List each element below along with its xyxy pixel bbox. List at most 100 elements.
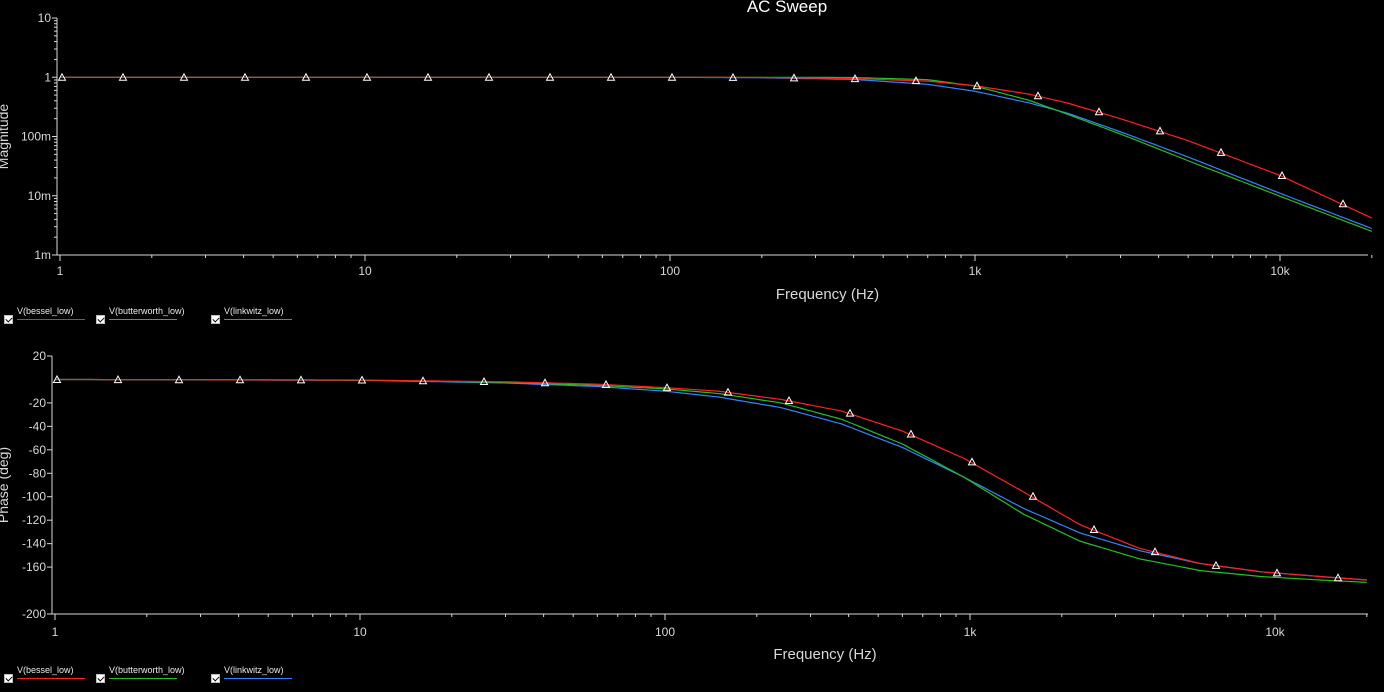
x-tick-label: 1 [52, 625, 59, 639]
series-marker [540, 378, 550, 387]
legend-label: V(bessel_low) [17, 306, 74, 316]
y-tick-label: -200 [22, 607, 46, 621]
y-tick-label: -140 [22, 537, 46, 551]
series-marker [418, 376, 428, 385]
y-tick-label: -40 [29, 419, 47, 433]
legend-swatch [109, 319, 177, 320]
series-checkbox[interactable] [96, 315, 105, 324]
series-marker [357, 375, 367, 384]
y-tick-label: -60 [29, 443, 47, 457]
series-marker [1028, 491, 1038, 500]
series-marker [1272, 568, 1282, 577]
legend-label: V(bessel_low) [17, 665, 74, 675]
series-line-Vbutterworth_low [60, 76, 1373, 232]
series-marker [1333, 573, 1343, 582]
series-marker [1033, 91, 1043, 100]
y-tick-label: -20 [29, 396, 47, 410]
series-marker [1277, 170, 1287, 179]
series-marker [667, 72, 677, 81]
series-marker [301, 72, 311, 81]
series-marker [911, 76, 921, 85]
series-marker [235, 375, 245, 384]
x-tick-label: 10k [1265, 625, 1285, 639]
series-marker [479, 376, 489, 386]
series-marker [113, 375, 123, 384]
x-axis-label: Frequency (Hz) [773, 646, 876, 663]
y-tick-label: -100 [22, 490, 46, 504]
y-tick-label: 1m [34, 248, 51, 262]
series-marker [845, 408, 855, 417]
y-tick-label: 100m [21, 130, 51, 144]
y-axis-label: Magnitude [0, 104, 11, 170]
legend-swatch [224, 678, 292, 679]
x-tick-label: 1k [969, 264, 983, 278]
series-marker [972, 81, 982, 90]
series-checkbox[interactable] [211, 674, 220, 683]
series-marker [57, 72, 67, 81]
magnitude-chart: 1 10 100 1k 10k 10 1 100m 10m 1m Frequency (Hz) Mag… [0, 11, 1373, 303]
legend-swatch [17, 319, 85, 320]
y-tick-label: -160 [22, 560, 46, 574]
series-marker [1216, 147, 1226, 156]
legend-label: V(butterworth_low) [109, 665, 185, 675]
x-tick-label: 10 [353, 625, 367, 639]
y-axis-label: Phase (deg) [0, 447, 11, 523]
series-marker [723, 387, 733, 396]
x-tick-label: 100 [660, 264, 680, 278]
series-marker [967, 457, 977, 466]
series-line-Vlinkwitz_low [55, 378, 1367, 581]
series-checkbox[interactable] [4, 674, 13, 683]
series-marker [1094, 107, 1104, 116]
series-marker [545, 72, 555, 81]
y-tick-label: -80 [29, 466, 47, 480]
series-marker [240, 72, 250, 81]
y-tick-label: -120 [22, 513, 46, 527]
series-line-Vbessel_low [55, 378, 1367, 581]
series-marker [484, 72, 494, 81]
series-marker [606, 72, 616, 81]
x-tick-label: 100 [655, 625, 675, 639]
series-checkbox[interactable] [96, 674, 105, 683]
series-line-Vbutterworth_low [55, 378, 1367, 583]
y-tick-label: 10m [28, 189, 51, 203]
series-marker [1211, 560, 1221, 569]
legend-swatch [17, 678, 85, 679]
series-marker [362, 72, 372, 81]
legend-label: V(linkwitz_low) [224, 665, 284, 675]
y-tick-label: 1 [44, 70, 51, 84]
series-marker [850, 74, 860, 83]
series-marker [662, 383, 672, 392]
series-marker [174, 375, 184, 384]
series-marker [118, 72, 128, 81]
legend-label: V(butterworth_low) [109, 306, 185, 316]
x-axis-label: Frequency (Hz) [776, 286, 879, 303]
series-checkbox[interactable] [4, 315, 13, 324]
phase-chart: 1 10 100 1k 10k 20 -20 -40 -60 -80 -100 -120 -140 -16… [0, 349, 1368, 663]
legend-top: V(bessel_low) V(butterworth_low) V(linkw… [0, 306, 420, 333]
series-marker [906, 429, 916, 438]
series-checkbox[interactable] [211, 315, 220, 324]
legend-swatch [224, 319, 292, 320]
plot-title: AC Sweep [747, 0, 827, 16]
series-marker [789, 73, 799, 82]
x-tick-label: 1 [57, 264, 64, 278]
series-marker [784, 395, 794, 405]
x-tick-label: 1k [964, 625, 978, 639]
series-marker [1150, 547, 1160, 556]
series-line-Vbessel_low [60, 76, 1373, 219]
series-marker [1089, 524, 1099, 533]
series-marker [728, 72, 738, 81]
series-marker [296, 375, 306, 384]
y-tick-label: 10 [38, 11, 52, 25]
y-tick-label: 20 [33, 349, 47, 363]
series-marker [1155, 126, 1165, 135]
series-marker [52, 374, 62, 383]
x-tick-label: 10k [1270, 264, 1290, 278]
series-line-Vlinkwitz_low [60, 76, 1373, 230]
x-tick-label: 10 [358, 264, 372, 278]
series-marker [179, 72, 189, 81]
legend-swatch [109, 678, 177, 679]
series-marker [423, 72, 433, 81]
legend-bottom: V(bessel_low) V(butterworth_low) V(linkw… [0, 665, 420, 692]
